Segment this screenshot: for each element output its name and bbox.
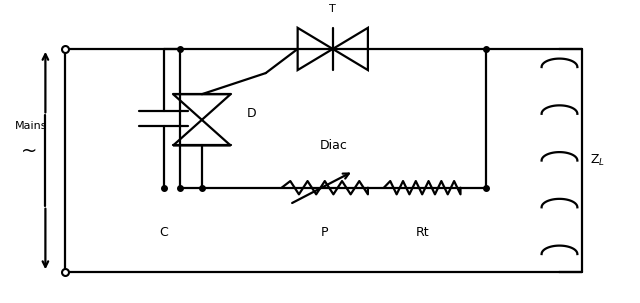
Text: T: T	[330, 4, 336, 14]
Text: C: C	[159, 226, 168, 239]
Text: D: D	[246, 107, 256, 120]
Text: Z$_L$: Z$_L$	[590, 153, 605, 168]
Text: Rt: Rt	[415, 226, 429, 239]
Text: P: P	[321, 226, 328, 239]
Text: Diac: Diac	[320, 139, 348, 152]
Text: ~: ~	[21, 142, 38, 161]
Text: Mains: Mains	[15, 121, 47, 131]
